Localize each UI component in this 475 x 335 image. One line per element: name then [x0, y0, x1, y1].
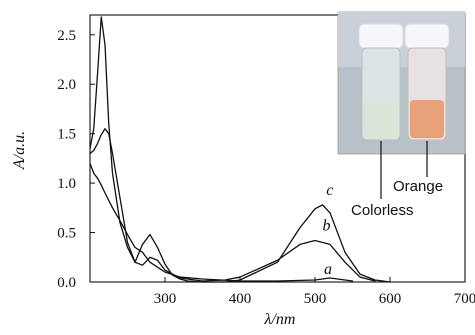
curve-labels: a b c [323, 182, 334, 278]
vial-orange-cap [404, 23, 450, 49]
vial-orange-liquid [410, 100, 444, 138]
curve-label-c: c [326, 182, 333, 199]
vial-colorless [358, 23, 404, 141]
y-tick-label: 2.5 [57, 28, 76, 44]
vial-colorless-liquid [364, 102, 398, 138]
y-axis-label: A/a.u. [11, 131, 28, 170]
series-layer [89, 16, 391, 283]
x-tick-label: 500 [304, 291, 327, 307]
label-colorless: Colorless [351, 202, 414, 219]
vial-orange [404, 23, 450, 141]
series-c-line [89, 16, 391, 283]
x-axis: 300 400 500 600 700 [154, 277, 475, 307]
plot-area: 300 400 500 600 700 0.0 0.5 1.0 1.5 2.0 2.5 a b c [57, 14, 475, 307]
curve-label-b: b [323, 218, 331, 235]
y-tick-label: 0.0 [57, 275, 76, 291]
x-axis-label: λ/nm [264, 311, 296, 328]
series-b-line [89, 128, 376, 282]
curve-label-a: a [324, 261, 332, 278]
y-tick-label: 0.5 [57, 226, 76, 242]
series-a-line [89, 162, 354, 282]
vial-colorless-cap [358, 23, 404, 49]
y-axis: 0.0 0.5 1.0 1.5 2.0 2.5 [57, 28, 95, 291]
x-tick-label: 600 [379, 291, 402, 307]
y-tick-label: 2.0 [57, 77, 76, 93]
y-tick-label: 1.0 [57, 176, 76, 192]
label-orange: Orange [393, 178, 443, 195]
x-tick-label: 400 [229, 291, 252, 307]
photo-inset: Orange Colorless [337, 11, 466, 219]
x-tick-label: 300 [154, 291, 177, 307]
x-tick-label: 700 [454, 291, 475, 307]
y-tick-label: 1.5 [57, 127, 76, 143]
